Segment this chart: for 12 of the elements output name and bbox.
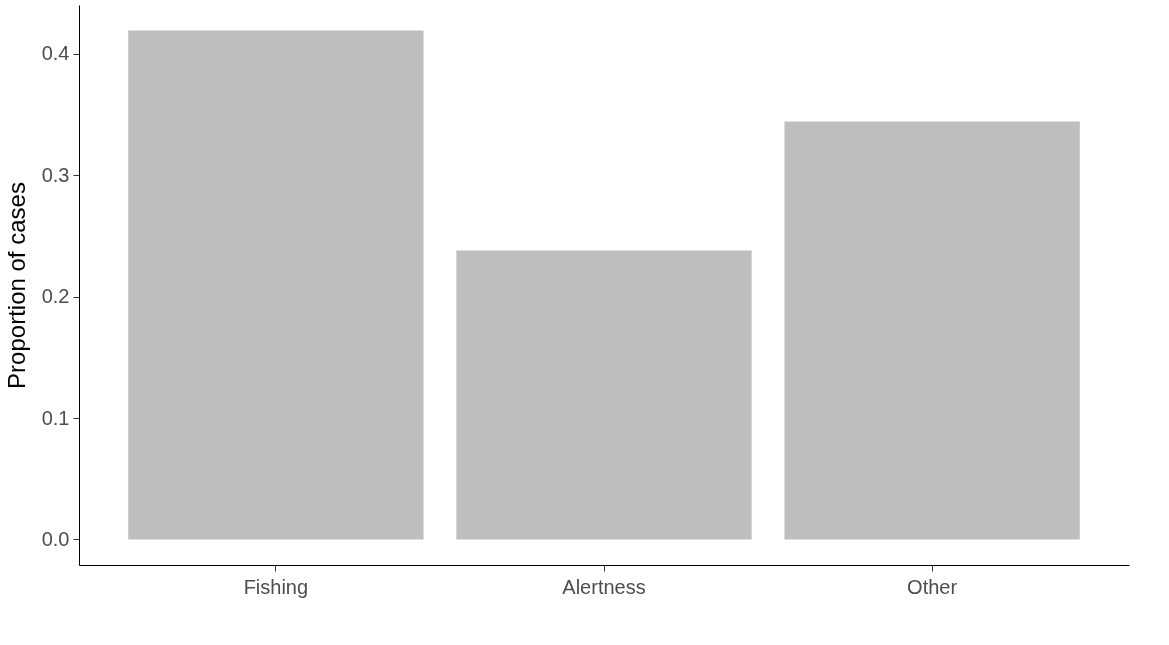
y-tick-label: 0.1 <box>41 406 70 429</box>
y-axis-title: Proportion of cases <box>2 182 30 389</box>
x-tick-label: Other <box>907 575 958 598</box>
bar <box>128 30 424 540</box>
bar <box>784 121 1080 540</box>
y-tick-label: 0.3 <box>41 163 70 186</box>
bar <box>456 250 752 540</box>
x-tick-label: Alertness <box>562 575 646 598</box>
y-tick-label: 0.0 <box>41 527 70 550</box>
y-tick-label: 0.2 <box>41 285 70 308</box>
x-tick-label: Fishing <box>243 575 309 598</box>
y-tick-label: 0.4 <box>41 42 70 65</box>
